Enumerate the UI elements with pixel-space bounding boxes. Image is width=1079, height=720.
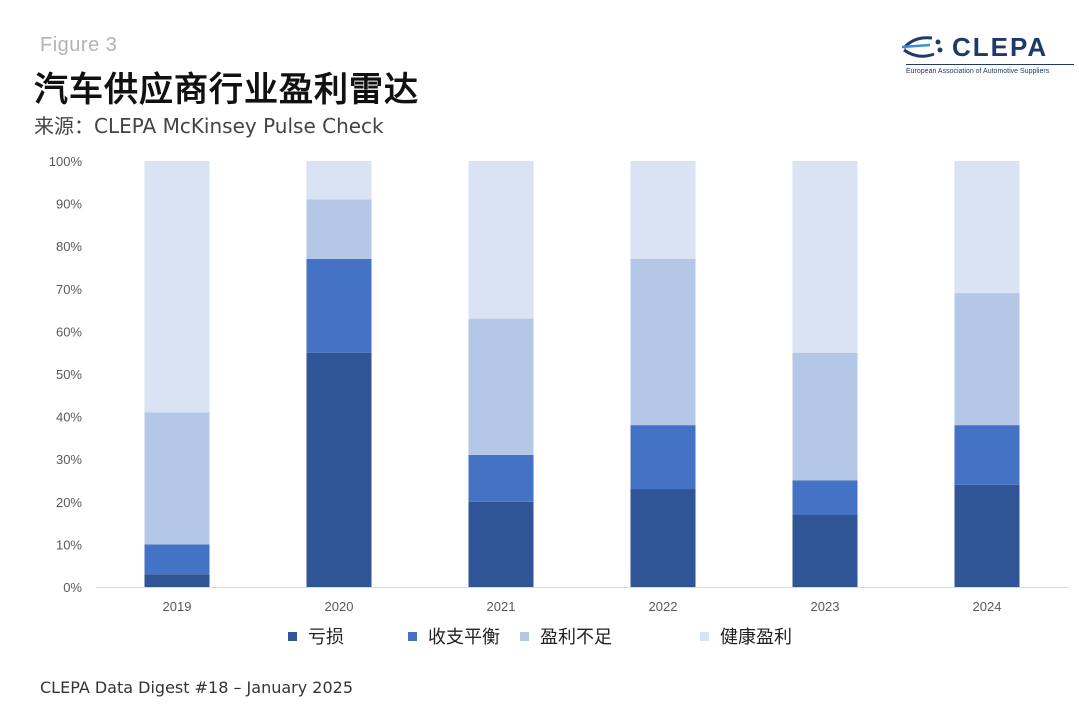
clepa-logo: CLEPA European Association of Automotive…	[900, 30, 1076, 80]
legend-label: 健康盈利	[720, 627, 792, 648]
y-tick-label: 100%	[49, 154, 83, 169]
bar-segment	[954, 293, 1020, 426]
legend-label: 收支平衡	[428, 627, 500, 648]
bar-segment	[144, 574, 210, 587]
chart-title: 汽车供应商行业盈利雷达	[34, 70, 419, 110]
bar-segment	[630, 161, 696, 259]
bar-segment	[468, 161, 534, 319]
bar-segment	[954, 161, 1020, 294]
legend-item: 盈利不足	[520, 623, 612, 649]
y-tick-label: 40%	[56, 410, 82, 425]
stacked-bar-chart: 0% 10% 20% 30% 40% 50% 60% 70% 80% 90% 100% 2019 202…	[49, 154, 1068, 614]
legend-item: 收支平衡	[408, 623, 500, 649]
logo-rule	[906, 64, 1074, 65]
y-tick-label: 50%	[56, 367, 82, 382]
bar-segment	[306, 199, 372, 259]
bar-segment	[792, 352, 858, 481]
bar-segment	[630, 489, 696, 587]
y-tick-label: 20%	[56, 495, 82, 510]
chart-source: 来源：CLEPA McKinsey Pulse Check	[34, 114, 384, 138]
y-tick-label: 0%	[63, 580, 82, 595]
bar-segment	[306, 161, 372, 200]
legend-label: 亏损	[308, 627, 344, 648]
chart-legend: 亏损 收支平衡 盈利不足 健康盈利	[0, 623, 1079, 649]
y-tick-label: 70%	[56, 282, 82, 297]
legend-swatch	[520, 631, 529, 641]
logo-wordmark: CLEPA	[952, 32, 1049, 62]
bar-segment	[306, 258, 372, 353]
footer-text: CLEPA Data Digest #18 – January 2025	[40, 678, 353, 697]
bar-segment	[144, 161, 210, 413]
bar-segment	[630, 425, 696, 490]
bar-segment	[630, 258, 696, 426]
bar-segment	[954, 425, 1020, 485]
legend-label: 盈利不足	[540, 627, 612, 648]
y-tick-label: 80%	[56, 239, 82, 254]
legend-item: 亏损	[288, 623, 344, 649]
y-tick-label: 10%	[56, 537, 82, 552]
y-tick-label: 90%	[56, 197, 82, 212]
bar-segment	[468, 501, 534, 587]
bar-segment	[144, 412, 210, 545]
bar-segment	[792, 480, 858, 515]
bar-segment	[792, 514, 858, 587]
bar-segment	[792, 161, 858, 353]
x-tick-label: 2024	[973, 599, 1002, 614]
y-tick-label: 30%	[56, 452, 82, 467]
y-tick-label: 60%	[56, 324, 82, 339]
x-tick-label: 2021	[487, 599, 516, 614]
legend-swatch	[700, 631, 709, 641]
legend-item: 健康盈利	[700, 623, 792, 649]
x-tick-label: 2022	[649, 599, 678, 614]
logo-tagline: European Association of Automotive Suppl…	[906, 68, 1050, 75]
clepa-logo-icon	[901, 36, 943, 58]
bar-segment	[144, 544, 210, 575]
bar-segment	[954, 484, 1020, 587]
x-tick-label: 2023	[811, 599, 840, 614]
figure-label: Figure 3	[40, 34, 118, 56]
x-tick-label: 2019	[163, 599, 192, 614]
legend-swatch	[288, 631, 297, 641]
x-tick-label: 2020	[325, 599, 354, 614]
legend-swatch	[408, 631, 417, 641]
bar-segment	[468, 454, 534, 502]
bar-segment	[306, 352, 372, 587]
bar-segment	[468, 318, 534, 455]
